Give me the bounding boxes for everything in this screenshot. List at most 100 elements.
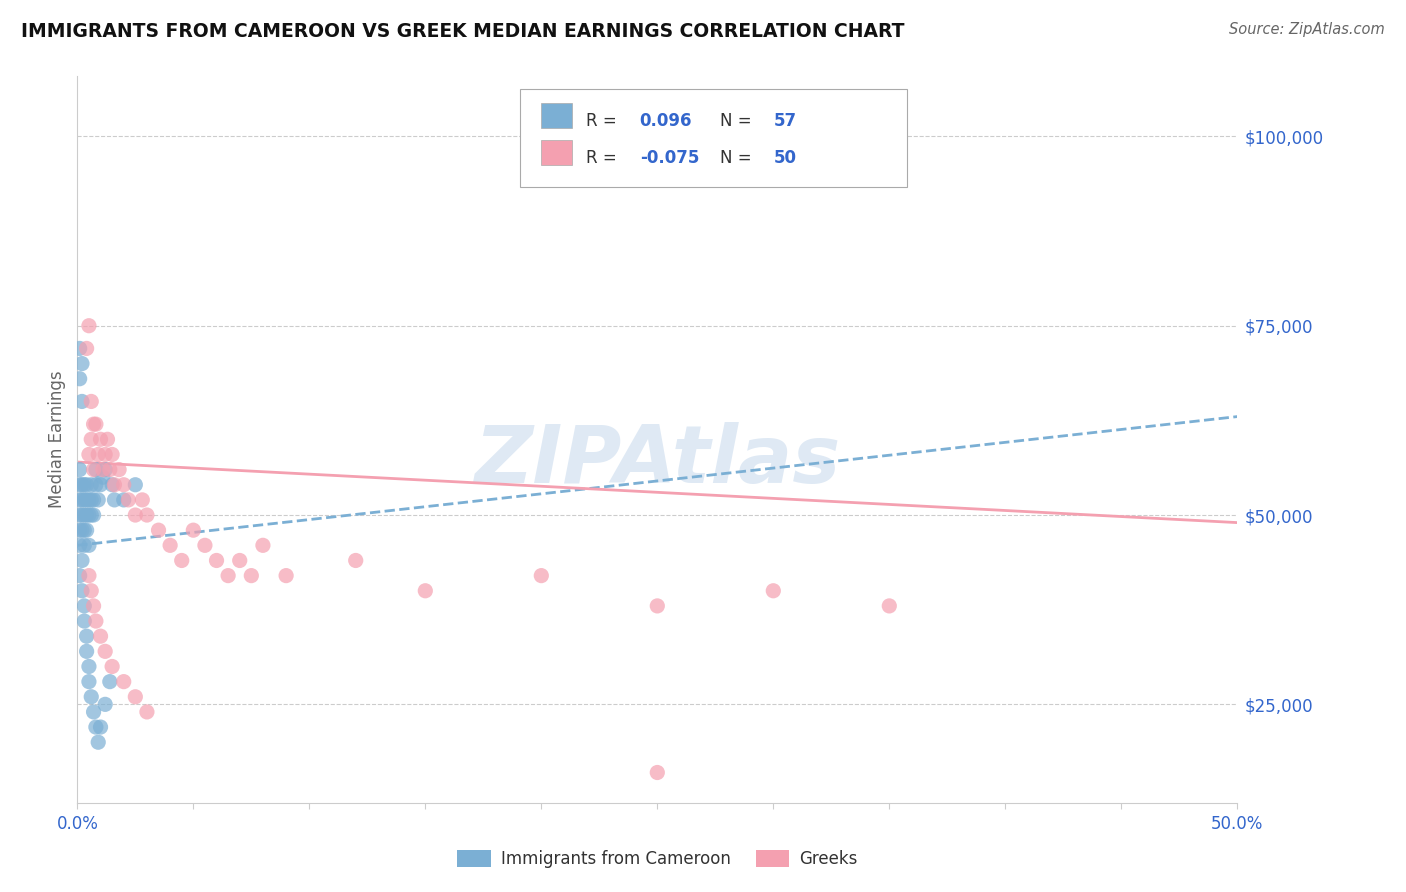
Point xyxy=(80,394,103,409)
Point xyxy=(94,698,117,712)
Point xyxy=(70,477,93,491)
Point xyxy=(83,492,105,507)
Point xyxy=(117,492,139,507)
Point xyxy=(205,553,228,567)
Point xyxy=(90,432,111,446)
Point xyxy=(76,644,98,658)
Point xyxy=(69,477,91,491)
Point xyxy=(101,659,124,673)
Point xyxy=(69,523,91,537)
Point xyxy=(70,357,93,371)
Point xyxy=(228,553,252,567)
Point xyxy=(124,690,146,704)
Point xyxy=(101,477,124,491)
Y-axis label: Median Earnings: Median Earnings xyxy=(48,370,66,508)
Point xyxy=(647,765,669,780)
Point xyxy=(83,508,105,522)
Point xyxy=(274,568,298,582)
Point xyxy=(530,568,553,582)
Point xyxy=(77,508,100,522)
Point xyxy=(135,508,157,522)
Point xyxy=(98,674,121,689)
Point xyxy=(762,583,785,598)
Point xyxy=(96,432,118,446)
Point xyxy=(101,447,124,461)
Point xyxy=(344,553,367,567)
Point xyxy=(159,538,181,552)
Point xyxy=(77,318,100,333)
Point xyxy=(76,477,98,491)
Point xyxy=(77,659,100,673)
Point xyxy=(80,508,103,522)
Point xyxy=(69,372,91,386)
Point xyxy=(647,599,669,613)
Point xyxy=(413,583,436,598)
Point xyxy=(80,583,103,598)
Point xyxy=(69,568,91,582)
Point xyxy=(183,523,205,537)
Point xyxy=(94,644,117,658)
Point xyxy=(70,394,93,409)
Point xyxy=(69,492,91,507)
Text: N =: N = xyxy=(720,112,756,129)
Point xyxy=(87,492,110,507)
Point xyxy=(84,720,107,734)
Point xyxy=(69,508,91,522)
Point xyxy=(148,523,170,537)
Point xyxy=(94,462,117,476)
Point xyxy=(69,538,91,552)
Point xyxy=(112,674,135,689)
Point xyxy=(240,568,263,582)
Point xyxy=(73,477,96,491)
Text: 50: 50 xyxy=(773,149,796,167)
Point xyxy=(70,492,93,507)
Text: -0.075: -0.075 xyxy=(640,149,699,167)
Point xyxy=(77,492,100,507)
Point xyxy=(73,508,96,522)
Point xyxy=(877,599,901,613)
Point xyxy=(77,674,100,689)
Point xyxy=(98,462,121,476)
Point xyxy=(252,538,274,552)
Point xyxy=(76,492,98,507)
Point xyxy=(112,477,135,491)
Point xyxy=(131,492,153,507)
Point xyxy=(84,614,107,628)
Point xyxy=(217,568,239,582)
Legend: Immigrants from Cameroon, Greeks: Immigrants from Cameroon, Greeks xyxy=(451,843,863,874)
Point xyxy=(69,462,91,476)
Point xyxy=(83,705,105,719)
Point xyxy=(76,523,98,537)
Text: ZIPAtlas: ZIPAtlas xyxy=(474,422,841,500)
Text: R =: R = xyxy=(586,149,623,167)
Point xyxy=(135,705,157,719)
Text: N =: N = xyxy=(720,149,756,167)
Point xyxy=(84,417,107,432)
Text: 57: 57 xyxy=(773,112,796,129)
Point xyxy=(87,735,110,749)
Point xyxy=(73,523,96,537)
Point xyxy=(83,417,105,432)
Point xyxy=(73,614,96,628)
Point xyxy=(124,477,146,491)
Point xyxy=(91,462,114,476)
Point xyxy=(76,342,98,356)
Text: 0.096: 0.096 xyxy=(640,112,692,129)
Point xyxy=(77,538,100,552)
Point xyxy=(70,508,93,522)
Point xyxy=(77,447,100,461)
Point xyxy=(80,492,103,507)
Point xyxy=(90,720,111,734)
Point xyxy=(170,553,193,567)
Point xyxy=(70,523,93,537)
Point xyxy=(73,538,96,552)
Point xyxy=(103,477,125,491)
Text: R =: R = xyxy=(586,112,623,129)
Point xyxy=(194,538,217,552)
Point xyxy=(83,462,105,476)
Text: IMMIGRANTS FROM CAMEROON VS GREEK MEDIAN EARNINGS CORRELATION CHART: IMMIGRANTS FROM CAMEROON VS GREEK MEDIAN… xyxy=(21,22,904,41)
Point xyxy=(91,470,114,484)
Point xyxy=(70,553,93,567)
Point xyxy=(94,447,117,461)
Point xyxy=(83,599,105,613)
